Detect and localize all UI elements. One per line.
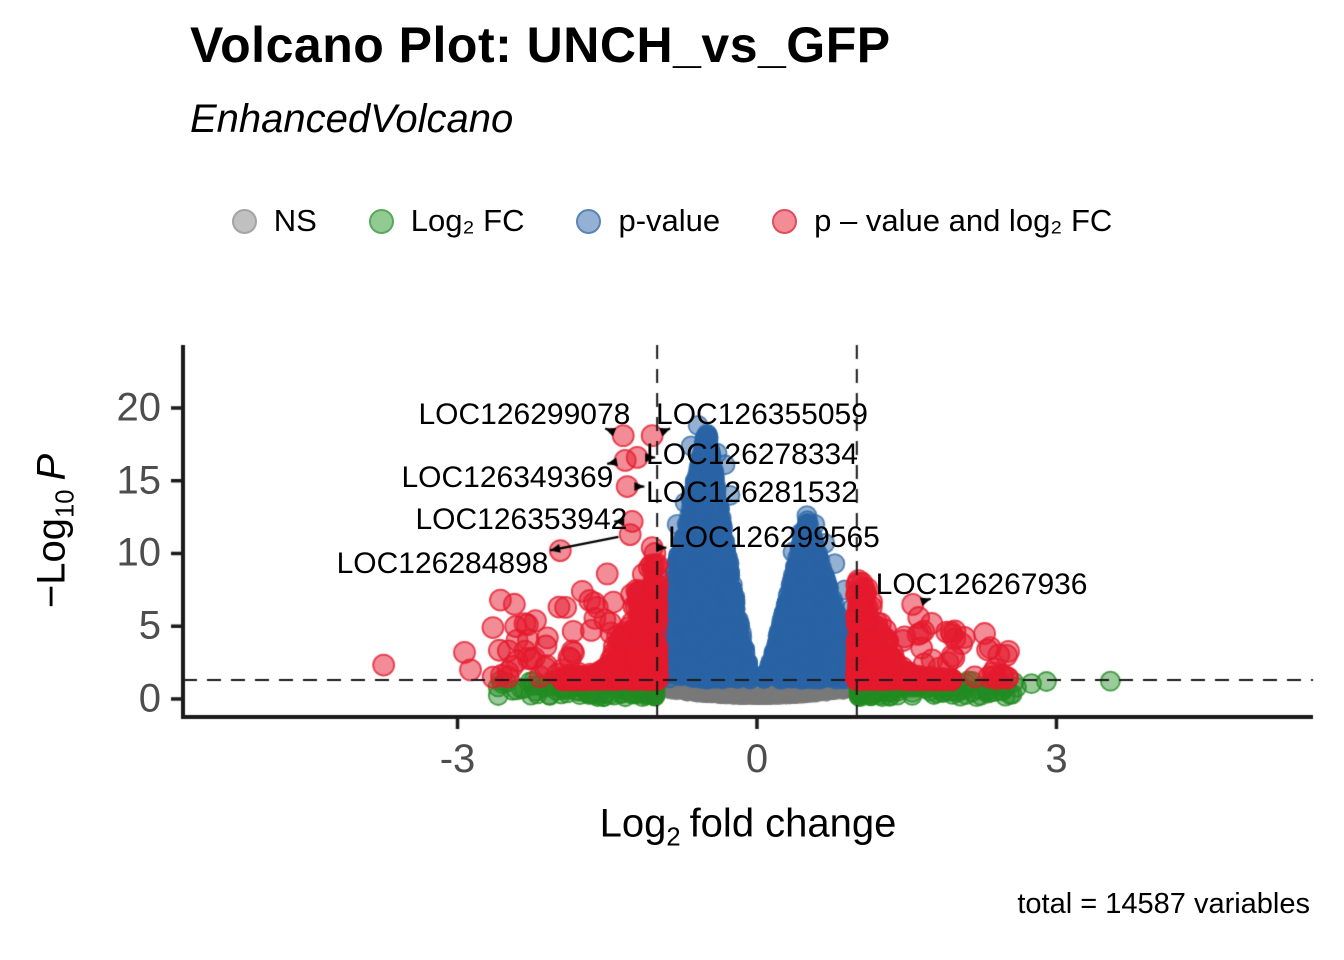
- gene-label-LOC126284898: LOC126284898: [336, 547, 549, 581]
- y-tick-label-5: 5: [138, 603, 161, 648]
- x-tick-label-3: 3: [1045, 737, 1068, 781]
- gene-label-LOC126349369: LOC126349369: [401, 460, 614, 494]
- y-axis-title: −Log10 P: [29, 453, 80, 609]
- y-tick-label-10: 10: [116, 530, 162, 575]
- gene-label-LOC126299565: LOC126299565: [668, 521, 880, 555]
- y-tick-label-15: 15: [116, 458, 162, 503]
- gene-label-LOC126267936: LOC126267936: [875, 567, 1088, 601]
- y-axis-title-p: P: [29, 453, 74, 481]
- x-axis-title: Log2 fold change: [599, 801, 897, 851]
- y-axis-title-subscript: 10: [51, 489, 80, 519]
- x-tick-label--3: -3: [439, 737, 476, 781]
- gene-label-LOC126355059: LOC126355059: [656, 397, 868, 431]
- gene-label-LOC126353942: LOC126353942: [415, 503, 628, 537]
- y-tick-label-0: 0: [138, 676, 161, 721]
- x-axis-title-prefix: Log: [599, 801, 667, 846]
- x-tick-label-0: 0: [745, 737, 769, 781]
- x-axis-title-rest: fold change: [689, 801, 897, 846]
- y-axis-title-prefix: −Log: [29, 518, 74, 609]
- caption-total-variables: total = 14587 variables: [1017, 888, 1310, 920]
- gene-label-LOC126281532: LOC126281532: [646, 476, 858, 510]
- x-axis-title-subscript: 2: [666, 823, 681, 852]
- gene-label-LOC126278334: LOC126278334: [646, 438, 858, 472]
- gene-label-LOC126299078: LOC126299078: [418, 397, 631, 431]
- y-tick-label-20: 20: [116, 385, 162, 430]
